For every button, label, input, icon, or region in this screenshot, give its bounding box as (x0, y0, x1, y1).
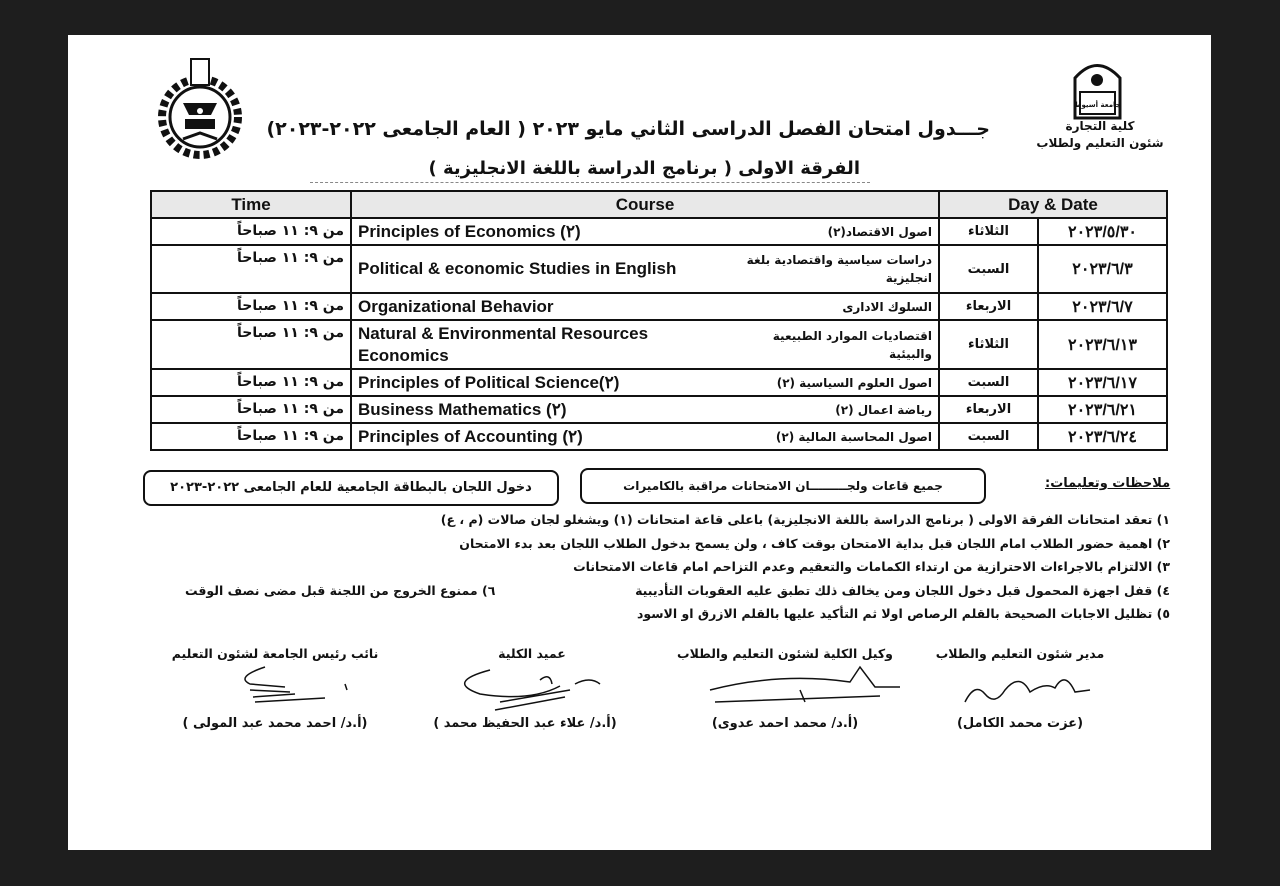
course-arabic-cell: رياضة اعمال (٢) (726, 395, 940, 424)
course-arabic-cell: السلوك الادارى (726, 292, 940, 321)
course-english-cell: Natural & Environmental Resources Econom… (350, 319, 726, 370)
course-english-cell: Principles of Economics (٢) (350, 217, 726, 246)
faculty-gear-logo (158, 58, 242, 159)
table-row: من ٩: ١١ صباحاً Principles of Economics (… (150, 217, 1168, 246)
cameras-notice-box: جميع قاعات ولجـــــــــان الامتحانات مرا… (580, 468, 986, 504)
time-cell: من ٩: ١١ صباحاً (150, 422, 352, 451)
department-name: شئون التعليم ولطلاب (1036, 136, 1164, 150)
signature-title: عميد الكلية (498, 646, 566, 661)
faculty-name: كلية التجارة (1065, 119, 1135, 133)
date-cell: ٢٠٢٣/٦/١٧ (1037, 368, 1168, 397)
date-cell: ٢٠٢٣/٦/٢٤ (1037, 422, 1168, 451)
table-row: من ٩: ١١ صباحاً Political & economic Stud… (150, 244, 1168, 294)
signatory-name: (أ.د/ احمد محمد عبد المولى ) (182, 716, 368, 731)
day-cell: الاربعاء (938, 292, 1039, 321)
course-english-cell: Principles of Accounting (٢) (350, 422, 726, 451)
course-arabic-cell: اصول العلوم السياسية (٢) (726, 368, 940, 397)
time-cell: من ٩: ١١ صباحاً (150, 217, 352, 246)
date-cell: ٢٠٢٣/٦/٣ (1037, 244, 1168, 294)
page-subtitle: الفرقة الاولى ( برنامج الدراسة باللغة ال… (428, 158, 860, 179)
exam-schedule-table: Time Course Day & Date من ٩: ١١ صباحاً Pr… (150, 190, 1168, 451)
university-logo: جامعة أسيوط (1073, 64, 1122, 120)
table-row: من ٩: ١١ صباحاً Business Mathematics (٢) ر… (150, 395, 1168, 424)
date-cell: ٢٠٢٣/٦/١٣ (1037, 319, 1168, 370)
note-item: ٦) ممنوع الخروج من اللجنة قبل مضى نصف ال… (185, 583, 496, 598)
page-title: جـــدول امتحان الفصل الدراسى الثاني مايو… (266, 118, 990, 140)
day-cell: السبت (938, 422, 1039, 451)
signature-handwriting-1 (964, 679, 1091, 703)
course-english-cell: Business Mathematics (٢) (350, 395, 726, 424)
header-day-date: Day & Date (938, 190, 1168, 219)
date-cell: ٢٠٢٣/٦/٢١ (1037, 395, 1168, 424)
table-header-row: Time Course Day & Date (150, 190, 1168, 219)
university-logo-text: جامعة أسيوط (1074, 100, 1120, 109)
notes-label: ملاحظات وتعليمات: (1045, 476, 1171, 491)
time-cell: من ٩: ١١ صباحاً (150, 368, 352, 397)
course-english-cell: Organizational Behavior (350, 292, 726, 321)
note-item: ٢) اهمية حضور الطلاب امام اللجان قبل بدا… (459, 536, 1170, 551)
faculty-header: كلية التجارة شئون التعليم ولطلاب (1035, 118, 1165, 152)
id-card-notice-box: دخول اللجان بالبطاقة الجامعية للعام الجا… (143, 470, 559, 506)
signature-handwriting-4 (244, 666, 348, 703)
course-arabic-cell: اصول الاقتصاد(٢) (726, 217, 940, 246)
table-row: من ٩: ١١ صباحاً Organizational Behavior ال… (150, 292, 1168, 321)
signatory-name: (عزت محمد الكامل) (956, 716, 1084, 731)
header-time: Time (150, 190, 352, 219)
signature-title: وكيل الكلية لشئون التعليم والطلاب (677, 646, 893, 661)
date-cell: ٢٠٢٣/٥/٣٠ (1037, 217, 1168, 246)
day-cell: الثلاثاء (938, 217, 1039, 246)
time-cell: من ٩: ١١ صباحاً (150, 319, 352, 370)
signatory-name: (أ.د/ علاء عبد الحفيظ محمد ) (433, 716, 617, 731)
table-row: من ٩: ١١ صباحاً Principles of Political S… (150, 368, 1168, 397)
divider (310, 182, 870, 183)
table-row: من ٩: ١١ صباحاً Natural & Environmental R… (150, 319, 1168, 370)
table-row: من ٩: ١١ صباحاً Principles of Accounting … (150, 422, 1168, 451)
date-cell: ٢٠٢٣/٦/٧ (1037, 292, 1168, 321)
note-item: ١) تعقد امتحانات الفرقة الاولى ( برنامج … (440, 512, 1170, 527)
signature-title: نائب رئيس الجامعة لشئون التعليم (171, 646, 379, 661)
time-cell: من ٩: ١١ صباحاً (150, 244, 352, 294)
note-item: ٥) تظليل الاجابات الصحيحة بالقلم الرصاص … (637, 606, 1170, 621)
signatory-name: (أ.د/ محمد احمد عدوى) (711, 716, 859, 731)
time-cell: من ٩: ١١ صباحاً (150, 395, 352, 424)
note-item: ٤) قفل اجهزة المحمول قبل دخول اللجان ومن… (635, 583, 1170, 598)
course-arabic-cell: دراسات سياسية واقتصادية بلغة انجليزية (726, 244, 940, 294)
signature-handwriting-2 (709, 665, 900, 703)
day-cell: السبت (938, 244, 1039, 294)
day-cell: الاربعاء (938, 395, 1039, 424)
day-cell: الثلاثاء (938, 319, 1039, 370)
course-english-cell: Political & economic Studies in English (350, 244, 726, 294)
time-cell: من ٩: ١١ صباحاً (150, 292, 352, 321)
course-arabic-cell: اقتصاديات الموارد الطبيعية والبيئية (726, 319, 940, 370)
note-item: ٣) الالتزام بالاجراءات الاحترازية من ارت… (573, 559, 1170, 574)
day-cell: السبت (938, 368, 1039, 397)
header-course: Course (350, 190, 940, 219)
course-arabic-cell: اصول المحاسبة المالية (٢) (726, 422, 940, 451)
course-english-cell: Principles of Political Science(٢) (350, 368, 726, 397)
signature-handwriting-3 (463, 669, 601, 711)
signature-title: مدير شئون التعليم والطلاب (935, 646, 1105, 661)
